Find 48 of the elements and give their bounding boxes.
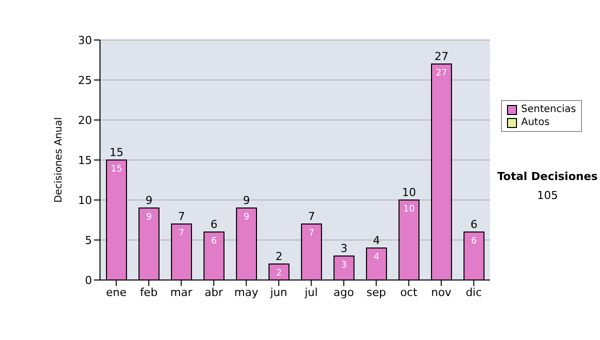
x-tick-label: feb — [140, 286, 158, 299]
total-label: 7 — [178, 210, 185, 223]
x-tick-label: ene — [106, 286, 127, 299]
data-label: 4 — [374, 252, 380, 262]
total-label: 9 — [146, 194, 152, 207]
text: 105 — [536, 189, 559, 202]
x-tick-label: mar — [170, 286, 193, 299]
total-label: 4 — [373, 234, 380, 247]
total-label: 2 — [276, 250, 282, 263]
x-tick-label: nov — [431, 286, 452, 299]
text: Total Decisiones — [496, 170, 599, 183]
x-tick-label: dic — [466, 286, 482, 299]
total-label: 7 — [308, 210, 315, 223]
data-label: 9 — [146, 212, 152, 222]
x-tick-label: oct — [400, 286, 418, 299]
x-tick-label: abr — [204, 286, 224, 299]
x-tick-label: jul — [304, 286, 318, 299]
data-label: 27 — [436, 68, 448, 78]
total-label: 27 — [434, 50, 448, 63]
x-tick-label: may — [234, 286, 259, 299]
data-label: 15 — [110, 164, 122, 174]
x-tick-label: jun — [269, 286, 288, 299]
total-label: 10 — [402, 186, 416, 199]
data-label: 7 — [308, 228, 314, 238]
y-tick-label: 25 — [78, 74, 92, 87]
data-label: 6 — [471, 236, 478, 246]
total-label: 6 — [210, 218, 218, 231]
y-tick-label: 15 — [78, 154, 92, 167]
data-label: 10 — [403, 204, 415, 214]
y-tick-label: 20 — [78, 114, 92, 127]
legend-label: Autos — [521, 116, 550, 129]
data-label: 6 — [211, 236, 218, 246]
y-tick-label: 0 — [85, 274, 92, 287]
total-label: 9 — [243, 194, 250, 207]
y-tick-label: 10 — [78, 194, 92, 207]
legend-label: Sentencias — [521, 103, 576, 116]
y-axis-title: Decisiones Anual — [54, 117, 65, 203]
data-label: 9 — [244, 212, 250, 222]
x-tick-label: ago — [334, 286, 354, 299]
data-label: 7 — [178, 228, 184, 238]
total-label: 3 — [340, 242, 348, 255]
data-label: 3 — [341, 260, 347, 270]
y-tick-label: 30 — [78, 34, 92, 47]
x-tick-label: sep — [366, 286, 386, 299]
total-label: 6 — [470, 218, 478, 231]
y-tick-label: 5 — [85, 234, 92, 247]
data-label: 2 — [276, 268, 282, 278]
total-label: 15 — [110, 146, 124, 159]
